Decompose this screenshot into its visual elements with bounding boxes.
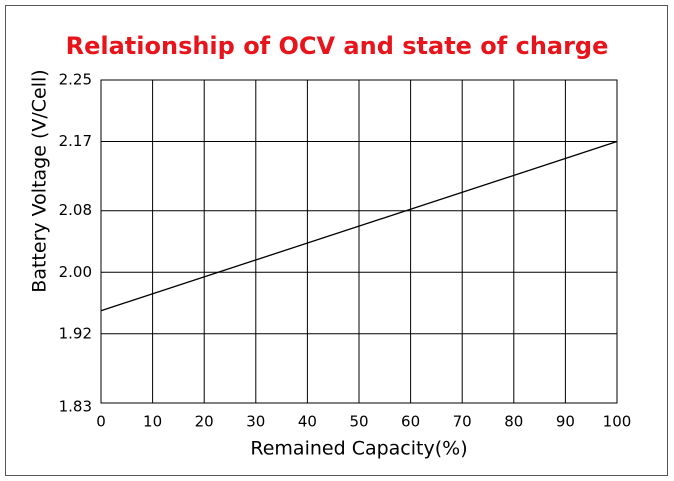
y-tick-label: 1.92 (59, 324, 92, 342)
frame (5, 5, 668, 476)
x-tick-label: 90 (556, 413, 575, 431)
x-tick-label: 50 (349, 413, 368, 431)
x-tick-label: 0 (96, 413, 106, 431)
y-tick-label: 2.25 (59, 71, 92, 89)
x-tick-label: 100 (603, 413, 632, 431)
x-tick-label: 10 (143, 413, 162, 431)
x-tick-label: 20 (195, 413, 214, 431)
x-tick-label: 40 (298, 413, 317, 431)
y-tick-label: 1.83 (59, 398, 92, 416)
line (100, 140, 618, 312)
x-tick-label: 60 (401, 413, 420, 431)
x-tick-label: 80 (504, 413, 523, 431)
x-axis-label: Remained Capacity(%) (250, 438, 467, 460)
y-tick-label: 2.08 (59, 201, 92, 219)
y-tick-label: 2.00 (59, 263, 92, 281)
y-axis-label: Battery Voltage (V/Cell) (29, 69, 51, 292)
chart-title: Relationship of OCV and state of charge (66, 32, 609, 60)
x-tick-label: 70 (453, 413, 472, 431)
x-tick-label: 30 (246, 413, 265, 431)
y-tick-label: 2.17 (59, 132, 92, 150)
